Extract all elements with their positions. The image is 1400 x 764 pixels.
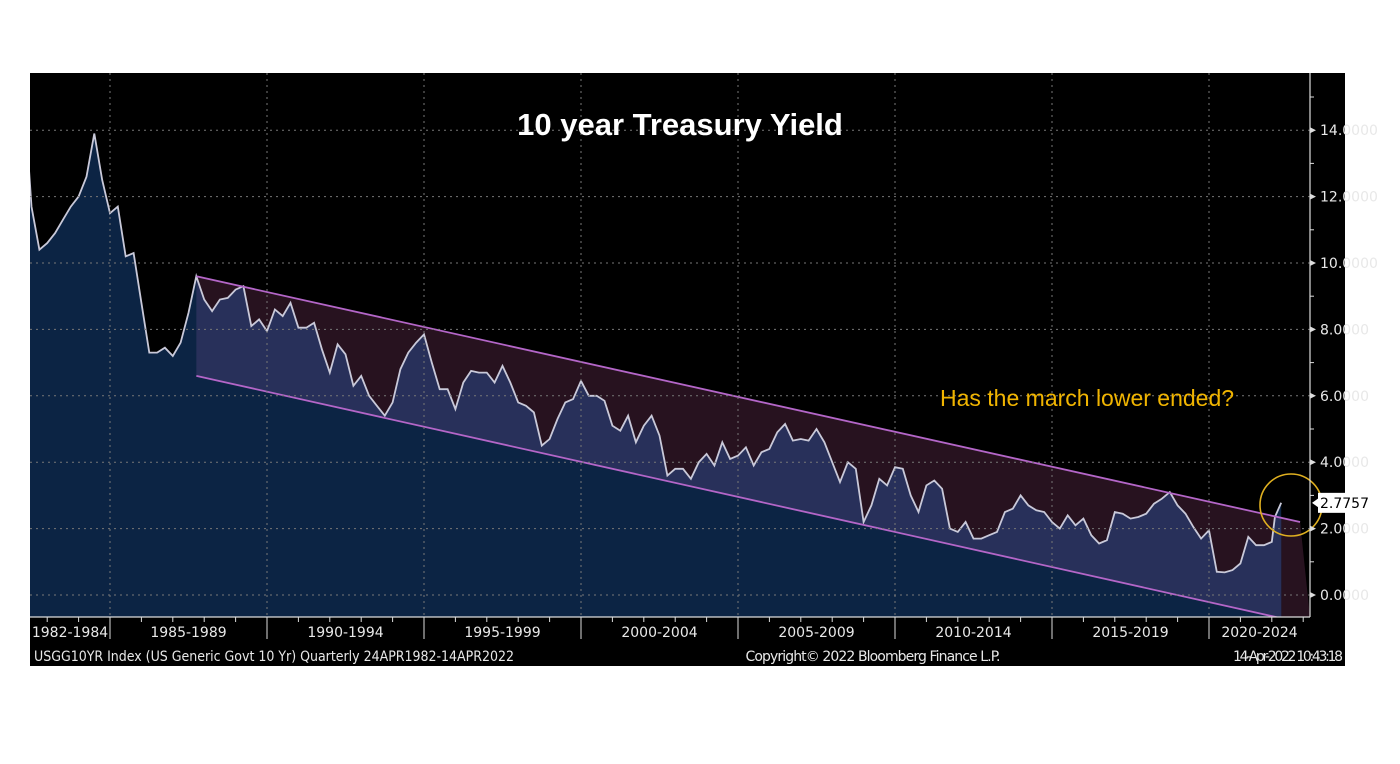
y-tick-label: 2.0000 <box>1320 522 1369 538</box>
y-tick-marker <box>1310 127 1316 134</box>
last-value-label: 2.7757 <box>1320 496 1369 512</box>
annotation-text: Has the march lower ended? <box>940 385 1234 411</box>
x-tick-label: 1982-1984 <box>32 625 108 641</box>
y-tick-label: 8.0000 <box>1320 322 1369 338</box>
plot-area <box>30 133 1310 617</box>
x-tick-label: 2005-2009 <box>778 625 854 641</box>
y-tick-label: 12.0000 <box>1320 190 1378 206</box>
y-tick-marker <box>1310 392 1316 399</box>
y-tick-label: 6.0000 <box>1320 389 1369 405</box>
plot-layers <box>30 133 1310 617</box>
y-tick-marker <box>1310 459 1316 466</box>
y-tick-marker <box>1310 193 1316 200</box>
x-tick-label: 2010-2014 <box>935 625 1011 641</box>
yield-area <box>30 133 1282 617</box>
footer-copyright: Copyright© 2022 Bloomberg Finance L.P. <box>746 649 1001 665</box>
channel-upper-line <box>196 275 1301 523</box>
chart-title: 10 year Treasury Yield <box>517 107 843 142</box>
last-value-box <box>1318 492 1358 513</box>
yield-line <box>30 133 1283 574</box>
x-tick-label: 2015-2019 <box>1092 625 1168 641</box>
x-tick-label: 2000-2004 <box>621 625 697 641</box>
y-tick-label: 0.0000 <box>1320 588 1369 604</box>
channel-lower-line <box>196 375 1280 617</box>
x-tick-label: 2020-2024 <box>1221 625 1297 641</box>
x-tick-label: 1995-1999 <box>464 625 540 641</box>
footer-timestamp: 14-Apr-2022 10:43:18 <box>1233 649 1343 665</box>
y-tick-label: 10.0000 <box>1320 256 1378 272</box>
y-tick-label: 14.0000 <box>1320 123 1378 139</box>
y-axis: 0.0000 2.0000 4.0000 6.0000 8.0000 10.0000 12.… <box>1309 73 1378 617</box>
y-tick-marker <box>1310 592 1316 598</box>
x-tick-label: 1990-1994 <box>307 625 383 641</box>
x-tick-label: 1985-1989 <box>150 625 226 641</box>
y-tick-marker <box>1310 260 1316 266</box>
y-tick-marker <box>1310 525 1316 532</box>
last-value-pointer <box>1312 497 1319 508</box>
x-axis: 1982-1984 1985-1989 1990-1994 1995-1999 2000… <box>30 616 1310 641</box>
y-tick-marker <box>1310 326 1316 333</box>
footer-index-label: USGG10YR Index (US Generic Govt 10 Yr) Q… <box>34 649 514 665</box>
y-tick-label: 4.0000 <box>1320 455 1369 471</box>
